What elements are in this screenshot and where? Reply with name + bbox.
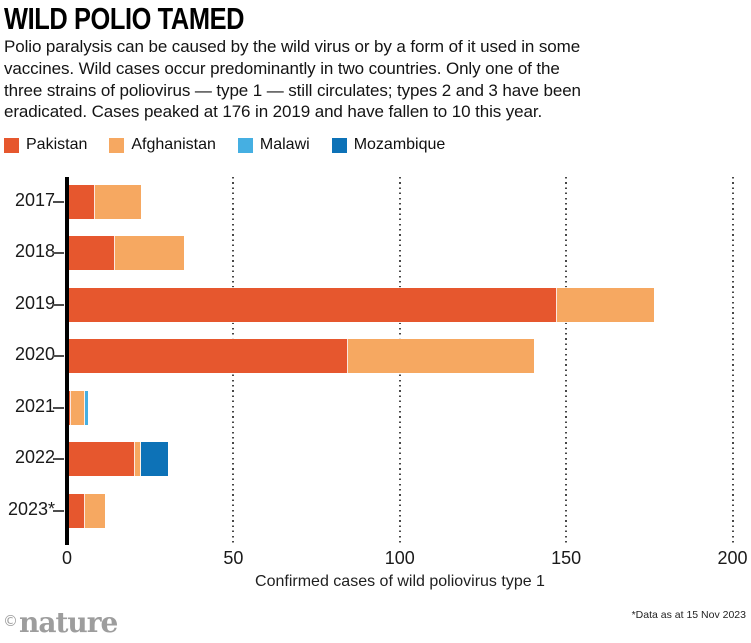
legend-item-pakistan: Pakistan: [4, 136, 87, 154]
nature-logo-text: nature: [19, 606, 118, 639]
afghanistan-bar-segment: [114, 236, 185, 270]
legend-label: Mozambique: [353, 136, 446, 153]
pakistan-bar-segment: [68, 184, 95, 219]
legend-item-malawi: Malawi: [237, 136, 310, 154]
y-axis-tick: [53, 355, 64, 357]
pakistan-bar-segment: [68, 287, 558, 322]
nature-logo: ©nature: [3, 606, 118, 639]
x-tick-label: 50: [223, 548, 244, 568]
legend-swatch-icon: [331, 137, 347, 153]
y-axis-tick: [53, 252, 64, 254]
y-axis-tick: [53, 406, 64, 409]
y-axis-tick: [53, 303, 64, 306]
year-label: 2017: [14, 189, 55, 210]
bar-row-2022: [68, 442, 168, 476]
year-label: 2018: [14, 241, 55, 261]
pakistan-bar-segment: [68, 493, 85, 528]
pakistan-bar-segment: [68, 236, 115, 270]
afghanistan-bar-segment: [557, 287, 654, 322]
x-tick-label: 200: [717, 548, 748, 568]
legend-label: Afghanistan: [131, 136, 216, 153]
year-label: 2019: [14, 292, 55, 313]
y-axis-tick: [53, 509, 64, 512]
afghanistan-bar-segment: [84, 493, 105, 528]
legend-item-afghanistan: Afghanistan: [109, 136, 216, 154]
legend-label: Malawi: [259, 136, 310, 153]
bar-row-2023*: [68, 493, 105, 528]
legend: Pakistan Afghanistan Malawi Mozambique: [4, 136, 445, 154]
malawi-bar-segment: [84, 390, 88, 425]
pakistan-bar-segment: [68, 442, 135, 476]
bar-row-2021: [68, 390, 88, 425]
gridline-200: [731, 177, 734, 545]
year-label: 2020: [14, 344, 55, 364]
x-tick-label: 150: [551, 548, 582, 568]
afghanistan-bar-segment: [347, 339, 534, 373]
legend-label: Pakistan: [26, 136, 88, 153]
gridline-150: [565, 177, 568, 545]
legend-swatch-icon: [4, 137, 19, 153]
afghanistan-bar-segment: [94, 184, 142, 219]
copyright-icon: ©: [3, 612, 18, 630]
bar-row-2019: [68, 287, 654, 322]
chart-title: WILD POLIO TAMED: [4, 1, 245, 36]
bar-row-2017: [68, 184, 142, 219]
afghanistan-bar-segment: [71, 390, 85, 425]
chart-description: Polio paralysis can be caused by the wil…: [4, 37, 581, 122]
y-axis: [64, 177, 69, 545]
data-footnote: *Data as at 15 Nov 2023: [631, 609, 746, 621]
year-label: 2021: [14, 395, 55, 416]
pakistan-bar-segment: [68, 390, 72, 425]
legend-item-mozambique: Mozambique: [331, 136, 446, 154]
x-axis-label: Confirmed cases of wild poliovirus type …: [255, 573, 545, 590]
bar-row-2020: [68, 339, 534, 373]
mozambique-bar-segment: [141, 442, 168, 476]
bar-row-2018: [68, 236, 185, 270]
y-axis-tick: [53, 200, 64, 203]
pakistan-bar-segment: [68, 339, 348, 373]
legend-swatch-icon: [109, 137, 125, 153]
afghanistan-bar-segment: [134, 442, 142, 476]
y-axis-tick: [53, 458, 64, 460]
year-label: 2022: [14, 447, 55, 467]
year-label: 2023*: [7, 498, 55, 519]
x-tick-label: 100: [384, 548, 415, 568]
legend-swatch-icon: [237, 137, 253, 153]
x-tick-label: 0: [61, 548, 72, 568]
